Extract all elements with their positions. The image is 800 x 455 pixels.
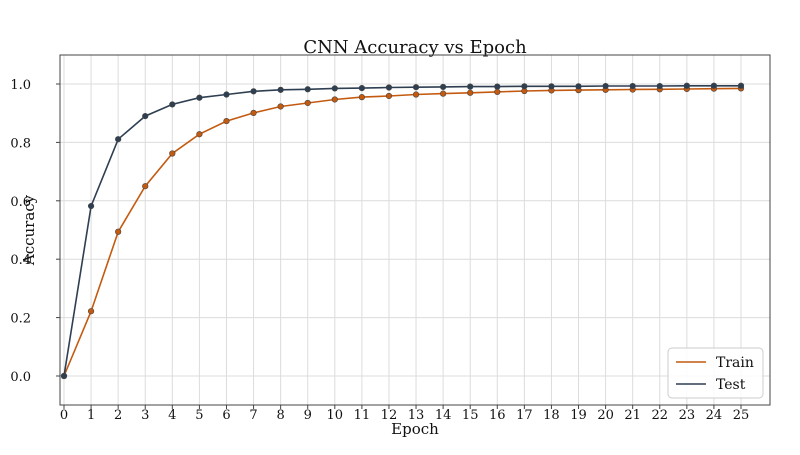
x-tick-label: 5 bbox=[195, 408, 203, 423]
data-point-train bbox=[115, 228, 122, 235]
legend: Train Test bbox=[667, 347, 764, 399]
data-point-test bbox=[115, 136, 122, 143]
x-tick-label: 19 bbox=[570, 408, 587, 423]
data-point-test bbox=[710, 82, 718, 89]
data-point-test bbox=[358, 84, 365, 92]
data-point-train bbox=[304, 99, 311, 107]
data-point-test bbox=[521, 83, 528, 90]
data-point-train bbox=[440, 90, 447, 97]
y-tick-label: 1.0 bbox=[10, 78, 31, 93]
x-tick-label: 6 bbox=[222, 408, 230, 423]
data-point-train bbox=[331, 96, 338, 103]
data-point-test bbox=[440, 83, 447, 91]
x-tick-label: 24 bbox=[706, 408, 723, 423]
x-tick-label: 25 bbox=[733, 408, 750, 423]
chart-title: CNN Accuracy vs Epoch bbox=[303, 37, 527, 58]
x-tick-label: 4 bbox=[168, 408, 176, 423]
x-tick-label: 3 bbox=[141, 408, 149, 423]
data-point-test bbox=[602, 82, 609, 90]
data-point-test bbox=[223, 91, 230, 98]
x-tick-label: 14 bbox=[435, 408, 452, 423]
x-tick-label: 9 bbox=[304, 408, 312, 423]
series-line-train bbox=[63, 87, 742, 377]
x-tick-label: 11 bbox=[354, 408, 371, 423]
x-tick-label: 7 bbox=[249, 408, 257, 423]
data-point-test bbox=[385, 84, 393, 91]
data-point-test bbox=[277, 86, 284, 93]
legend-label-train: Train bbox=[716, 355, 754, 371]
data-point-test bbox=[60, 372, 68, 380]
data-point-test bbox=[548, 83, 555, 90]
x-tick-label: 15 bbox=[462, 408, 479, 423]
data-point-train bbox=[358, 94, 365, 101]
data-point-train bbox=[467, 89, 474, 96]
x-axis-ticks: 0 1 2 3 4 5 6 7 8 9 10 11 12 13 14 15 16 17 18 19 20 21 22 23 24… bbox=[60, 405, 749, 423]
data-point-test bbox=[656, 82, 663, 90]
data-point-test bbox=[142, 113, 149, 120]
data-point-train bbox=[87, 308, 95, 315]
data-point-test bbox=[331, 85, 338, 92]
x-tick-label: 13 bbox=[408, 408, 425, 423]
data-series bbox=[60, 82, 745, 380]
data-point-test bbox=[467, 83, 474, 90]
data-point-test bbox=[575, 83, 582, 90]
data-point-train bbox=[142, 183, 149, 190]
x-tick-label: 8 bbox=[276, 408, 284, 423]
data-point-train bbox=[250, 109, 257, 117]
x-tick-label: 18 bbox=[543, 408, 560, 423]
x-tick-label: 16 bbox=[489, 408, 506, 423]
legend-box bbox=[667, 347, 764, 399]
x-tick-label: 12 bbox=[381, 408, 398, 423]
y-tick-label: 0.6 bbox=[10, 195, 31, 210]
data-point-test bbox=[494, 83, 501, 90]
x-tick-label: 21 bbox=[624, 408, 641, 423]
x-tick-label: 0 bbox=[60, 408, 68, 423]
data-point-train bbox=[223, 117, 230, 125]
x-tick-label: 20 bbox=[597, 408, 614, 423]
x-tick-label: 23 bbox=[679, 408, 696, 423]
data-point-train bbox=[277, 103, 284, 110]
data-point-train bbox=[412, 91, 420, 98]
data-point-test bbox=[87, 202, 95, 210]
data-point-train bbox=[196, 131, 203, 138]
data-point-test bbox=[683, 82, 690, 89]
data-point-train bbox=[385, 92, 393, 100]
x-tick-label: 22 bbox=[651, 408, 668, 423]
data-point-train bbox=[494, 88, 501, 95]
x-tick-label: 17 bbox=[516, 408, 533, 423]
data-point-test bbox=[304, 86, 311, 93]
series-line-test bbox=[63, 85, 741, 377]
y-axis-label: Accuracy bbox=[20, 194, 38, 266]
x-tick-label: 2 bbox=[114, 408, 122, 423]
x-axis-label: Epoch bbox=[391, 420, 439, 438]
data-point-test bbox=[250, 88, 257, 95]
x-tick-label: 1 bbox=[87, 408, 95, 423]
y-tick-label: 0.2 bbox=[10, 312, 31, 327]
data-point-test bbox=[196, 94, 203, 101]
data-point-test bbox=[412, 84, 420, 91]
data-point-test bbox=[629, 82, 636, 90]
legend-label-test: Test bbox=[716, 377, 746, 393]
grid-lines bbox=[60, 55, 770, 405]
y-axis-ticks: 0.0 0.2 0.4 0.6 0.8 1.0 bbox=[10, 78, 60, 385]
plot-frame bbox=[59, 54, 771, 406]
data-point-test bbox=[169, 101, 176, 108]
y-tick-label: 0.0 bbox=[10, 370, 31, 385]
x-tick-label: 10 bbox=[327, 408, 344, 423]
y-tick-label: 0.8 bbox=[10, 136, 31, 151]
data-point-test bbox=[737, 82, 745, 89]
data-point-train bbox=[169, 150, 176, 157]
y-tick-label: 0.4 bbox=[10, 253, 31, 268]
